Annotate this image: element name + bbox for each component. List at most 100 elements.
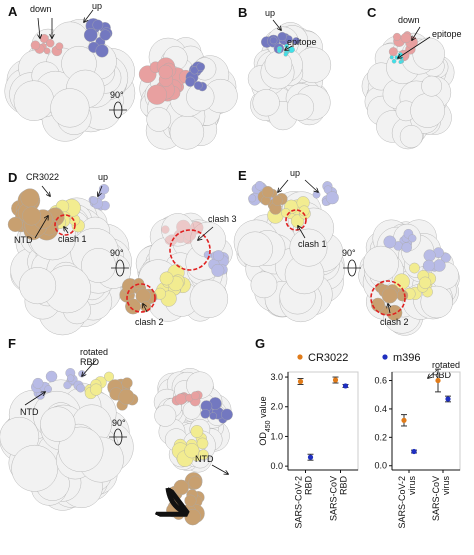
surface-bump	[183, 228, 197, 241]
surface-bump	[198, 449, 209, 460]
surface-bump	[190, 391, 200, 401]
surface-bump	[419, 276, 432, 289]
x-tick-label: SARS-CoV	[329, 476, 339, 521]
surface-bump	[190, 425, 204, 438]
surface-bump	[393, 32, 402, 41]
surface-bump	[189, 279, 229, 318]
arrow	[84, 9, 94, 22]
data-point	[401, 417, 407, 423]
surface-bump	[394, 55, 399, 60]
surface-bump	[383, 235, 397, 249]
panel-label: C	[367, 5, 377, 20]
annotation-line: rotated	[80, 347, 108, 357]
surface-bump	[269, 36, 278, 45]
surface-bump	[188, 475, 203, 490]
surface-bump	[200, 408, 211, 419]
y-tick-label: 1.0	[270, 431, 283, 441]
surface-bump	[409, 262, 420, 274]
surface	[203, 250, 229, 277]
surface-bump	[169, 115, 205, 150]
y-tick-label: 0.0	[374, 461, 387, 471]
surface-bump	[173, 479, 189, 496]
surface-bump	[118, 388, 135, 405]
annotation: clash 2	[380, 317, 409, 327]
surface-bump	[399, 56, 404, 61]
surface-bump	[264, 50, 293, 79]
surface-bump	[396, 289, 409, 302]
annotation: CR3022	[26, 172, 59, 182]
annotation: rotated RBD	[432, 360, 460, 380]
annotation: epitope	[432, 29, 462, 39]
clash-circle	[370, 280, 406, 316]
legend-label: CR3022	[308, 352, 348, 364]
surface-bump	[248, 194, 257, 203]
y-axis-label-part: OD	[258, 432, 268, 446]
data-point	[307, 454, 314, 460]
surface	[361, 32, 455, 150]
surface-bump	[190, 66, 199, 75]
surface-bump	[401, 242, 412, 253]
surface-bump	[399, 125, 423, 148]
surface-bump	[237, 231, 273, 267]
surface-bump	[276, 48, 282, 54]
surface-bump	[83, 28, 98, 42]
arrow	[304, 179, 318, 192]
surface-bump	[388, 47, 398, 57]
surface-bump	[11, 444, 59, 492]
arrow	[24, 392, 45, 406]
surface-bump	[221, 408, 233, 421]
annotation: epitope	[287, 37, 317, 47]
surface	[83, 18, 113, 58]
arrow	[82, 359, 97, 376]
x-tick-label: virus	[441, 476, 451, 496]
x-tick-label: SARS-CoV-2	[294, 476, 304, 529]
annotation: down	[398, 15, 420, 25]
surface-bump	[254, 180, 265, 191]
annotation: down	[30, 4, 52, 14]
surface	[30, 33, 64, 57]
surface-bump	[212, 250, 224, 262]
surface-bump	[32, 377, 44, 389]
annotation: 90°	[112, 418, 126, 428]
arrow	[143, 304, 148, 313]
surface-bump	[196, 62, 206, 72]
surface-bump	[400, 32, 412, 44]
surface-bump	[90, 383, 103, 396]
surface-bump	[50, 88, 90, 128]
arrow	[98, 185, 103, 196]
surface-bump	[440, 252, 451, 263]
surface	[171, 425, 209, 467]
surface-bump	[398, 59, 403, 65]
annotation: NTD	[195, 454, 214, 464]
surface	[154, 264, 191, 307]
annotation-line: rotated	[432, 360, 460, 370]
surface-bump	[283, 52, 288, 57]
surface-bump	[277, 31, 287, 42]
surface	[185, 61, 207, 92]
surface-bump	[13, 80, 55, 121]
y-tick-label: 0.0	[270, 461, 283, 471]
surface-bump	[40, 406, 76, 442]
surface-bump	[161, 225, 170, 234]
surface-bump	[193, 81, 203, 90]
surface-bump	[58, 426, 104, 472]
surface-bump	[287, 93, 314, 121]
x-tick-label: RBD	[304, 476, 314, 496]
surface-bump	[43, 47, 51, 55]
surface-bump	[89, 196, 99, 205]
surface-bump	[325, 191, 339, 205]
legend-marker	[297, 354, 303, 360]
surface-bump	[99, 29, 111, 41]
annotation-line: RBD	[432, 370, 452, 380]
arrow	[64, 227, 69, 234]
surface-bump	[7, 216, 23, 232]
surface-bump	[44, 385, 53, 393]
surface	[31, 370, 58, 400]
surface-bump	[423, 249, 436, 262]
surface-bump	[184, 443, 200, 459]
annotation: up	[92, 1, 102, 11]
surface-bump	[433, 259, 446, 272]
annotation: clash 1	[298, 239, 327, 249]
data-point	[445, 396, 451, 402]
